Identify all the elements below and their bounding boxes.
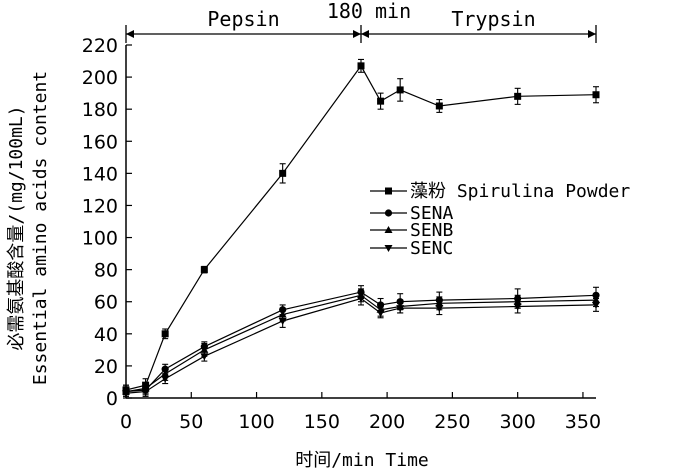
marker-triangle-down [357, 295, 365, 303]
marker-triangle-down [396, 305, 405, 313]
legend-label-sena: SENA [410, 203, 454, 224]
x-tick-label: 100 [238, 411, 274, 433]
legend: 藻粉 Spirulina Powder SENA SENB SENC [370, 181, 630, 259]
marker-square [357, 62, 365, 70]
series-3 [122, 291, 600, 399]
marker-square [377, 97, 385, 105]
legend-entry-senb: SENB [370, 220, 453, 241]
y-tick-label: 80 [94, 260, 118, 282]
y-tick-label: 20 [94, 356, 118, 378]
marker-square [435, 102, 443, 110]
marker-triangle-down [592, 301, 600, 309]
marker-triangle-down [435, 305, 444, 313]
marker-triangle-down [200, 353, 209, 361]
series-line [125, 64, 597, 391]
x-tick-label: 300 [500, 411, 536, 433]
marker-triangle-down [376, 309, 385, 317]
y-tick-label: 40 [94, 324, 118, 346]
marker-triangle-down [141, 388, 150, 396]
phase-label-pepsin: Pepsin [207, 7, 279, 31]
legend-entry-spirulina: 藻粉 Spirulina Powder [370, 181, 630, 202]
marker-triangle-down [278, 317, 287, 325]
marker-square [592, 91, 600, 99]
phase-arrowhead [361, 30, 369, 38]
x-axis-title: 时间/min Time [295, 450, 429, 471]
axes [125, 45, 596, 399]
series-line [125, 294, 597, 393]
marker-square [161, 330, 169, 338]
phase-label-trypsin: Trypsin [451, 7, 535, 31]
x-tick-label: 350 [565, 411, 601, 433]
phase-label-180: 180 min [327, 0, 411, 23]
marker-square [279, 169, 287, 177]
y-tick-label: 220 [82, 35, 118, 57]
x-tick-label: 250 [434, 411, 470, 433]
legend-label-spirulina: 藻粉 Spirulina Powder [410, 181, 630, 202]
y-axis-ticks: 0 20 40 60 80 100 120 140 160 180 200 220 [82, 35, 132, 410]
phase-arrowhead [126, 30, 134, 38]
marker-square [514, 92, 522, 100]
marker-square [200, 266, 208, 274]
y-tick-label: 0 [106, 388, 118, 410]
x-tick-label: 50 [179, 411, 203, 433]
x-tick-label: 150 [304, 411, 340, 433]
y-tick-label: 180 [82, 99, 118, 121]
marker-square [396, 86, 404, 94]
y-tick-label: 200 [82, 67, 118, 89]
y-tick-label: 140 [82, 163, 118, 185]
y-axis-title-cn: 必需氨基酸含量/(mg/100mL) [6, 105, 27, 350]
y-axis-title-en: Essential amino acids content [30, 71, 51, 385]
x-axis-ticks: 0 50 100 150 200 250 300 350 [120, 392, 601, 433]
series-line [125, 291, 597, 393]
legend-label-senc: SENC [410, 238, 453, 259]
x-tick-label: 0 [120, 411, 132, 433]
data-series [122, 58, 600, 399]
x-tick-label: 200 [369, 411, 405, 433]
marker-triangle-down [513, 303, 522, 311]
phase-annotations: Pepsin 180 min Trypsin [125, 0, 597, 43]
y-tick-label: 160 [82, 131, 118, 153]
marker-triangle-down [161, 375, 170, 383]
y-tick-label: 120 [82, 195, 118, 217]
phase-arrowhead [353, 30, 361, 38]
legend-label-senb: SENB [410, 220, 453, 241]
series-line [125, 297, 597, 394]
y-tick-label: 100 [82, 228, 118, 250]
y-tick-label: 60 [94, 292, 118, 314]
legend-entry-senc: SENC [370, 238, 453, 259]
series-0 [122, 58, 600, 396]
phase-arrowhead [588, 30, 596, 38]
marker-triangle-down [122, 390, 130, 398]
legend-entry-sena: SENA [370, 203, 454, 224]
